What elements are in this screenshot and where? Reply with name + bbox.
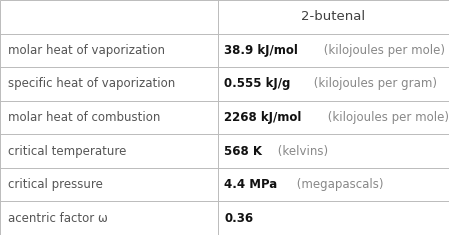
Text: 38.9 kJ/mol: 38.9 kJ/mol <box>224 44 299 57</box>
Text: acentric factor ω: acentric factor ω <box>8 212 108 225</box>
Text: (kilojoules per mole): (kilojoules per mole) <box>324 111 449 124</box>
Text: 0.36: 0.36 <box>224 212 254 225</box>
Text: 0.555 kJ/g: 0.555 kJ/g <box>224 77 291 90</box>
Text: molar heat of vaporization: molar heat of vaporization <box>8 44 165 57</box>
Text: molar heat of combustion: molar heat of combustion <box>8 111 160 124</box>
Text: 2-butenal: 2-butenal <box>301 10 365 23</box>
Text: (kilojoules per gram): (kilojoules per gram) <box>310 77 437 90</box>
Text: 4.4 MPa: 4.4 MPa <box>224 178 278 191</box>
Text: (megapascals): (megapascals) <box>293 178 384 191</box>
Text: (kelvins): (kelvins) <box>273 145 328 158</box>
Text: 2268 kJ/mol: 2268 kJ/mol <box>224 111 302 124</box>
Text: 568 K: 568 K <box>224 145 263 158</box>
Text: critical pressure: critical pressure <box>8 178 103 191</box>
Text: critical temperature: critical temperature <box>8 145 127 158</box>
Text: specific heat of vaporization: specific heat of vaporization <box>8 77 175 90</box>
Text: (kilojoules per mole): (kilojoules per mole) <box>320 44 445 57</box>
